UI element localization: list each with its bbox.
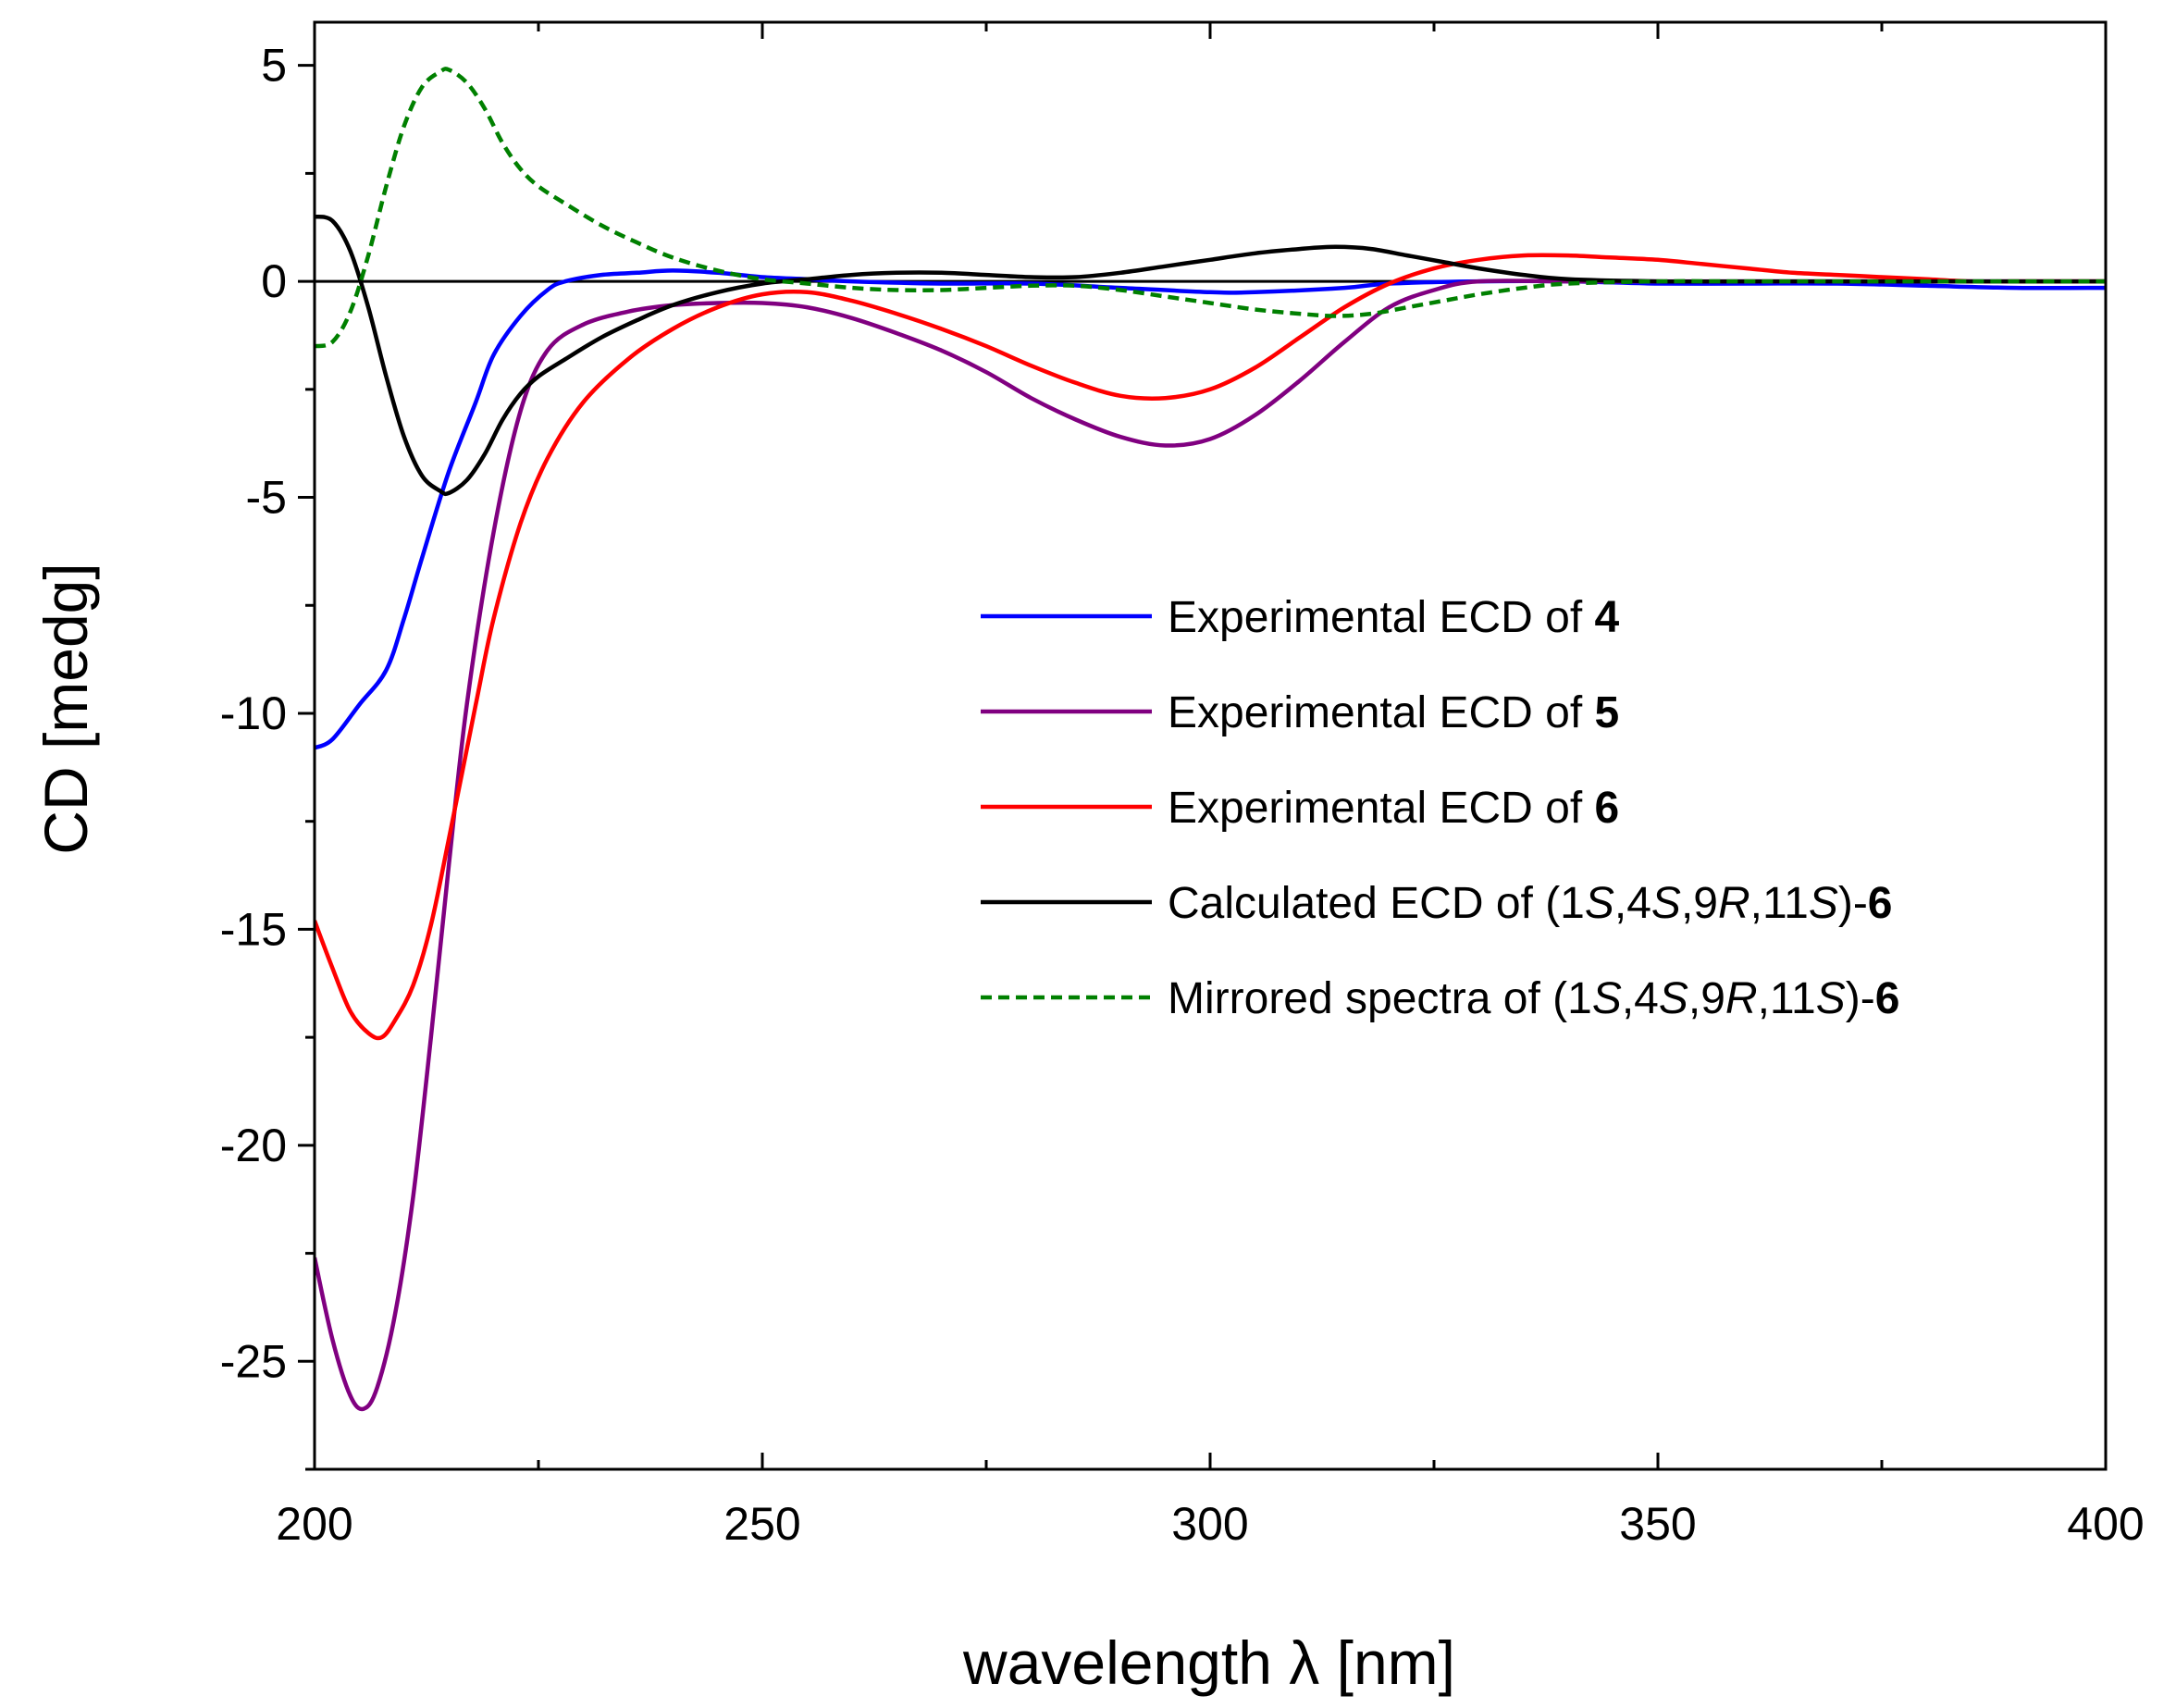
y-tick-label: -10 — [220, 687, 287, 739]
plot-frame — [313, 20, 2108, 1471]
series-line-3 — [315, 253, 2106, 1041]
y-tick-label: -20 — [220, 1120, 287, 1171]
x-tick-label: 400 — [2067, 1498, 2144, 1550]
legend-label-4: Calculated ECD of (1S,4S,9R,11S)-6 — [1168, 879, 1893, 928]
series-line-1 — [315, 268, 2106, 750]
x-tick-label: 300 — [1171, 1498, 1248, 1550]
series-line-5 — [315, 67, 2106, 349]
x-tick-label: 250 — [723, 1498, 800, 1550]
legend-label-2: Experimental ECD of 5 — [1168, 688, 1619, 737]
legend: Experimental ECD of 4 Experimental ECD of… — [981, 593, 1899, 1023]
legend-label-1: Experimental ECD of 4 — [1168, 593, 1620, 642]
y-tick-label: 5 — [261, 40, 287, 92]
y-tick-label: -25 — [220, 1335, 287, 1387]
axes: 200 250 300 350 400 5 0 -5 -10 -15 -20 -25 — [220, 20, 2145, 1550]
plot-area — [315, 67, 2106, 1412]
series-group — [315, 67, 2106, 1412]
x-tick-label: 200 — [276, 1498, 352, 1550]
series-line-4 — [315, 214, 2106, 497]
legend-label-3: Experimental ECD of 6 — [1168, 784, 1619, 833]
y-tick-label: -5 — [246, 472, 287, 524]
y-axis-title: CD [medg] — [31, 563, 100, 854]
y-tick-label: -15 — [220, 903, 287, 955]
series-line-2 — [315, 278, 2106, 1412]
y-tick-label: 0 — [261, 255, 287, 307]
x-tick-label: 350 — [1619, 1498, 1696, 1550]
legend-label-5: Mirrored spectra of (1S,4S,9R,11S)-6 — [1168, 974, 1899, 1023]
x-axis-title: wavelength λ [nm] — [962, 1628, 1455, 1697]
